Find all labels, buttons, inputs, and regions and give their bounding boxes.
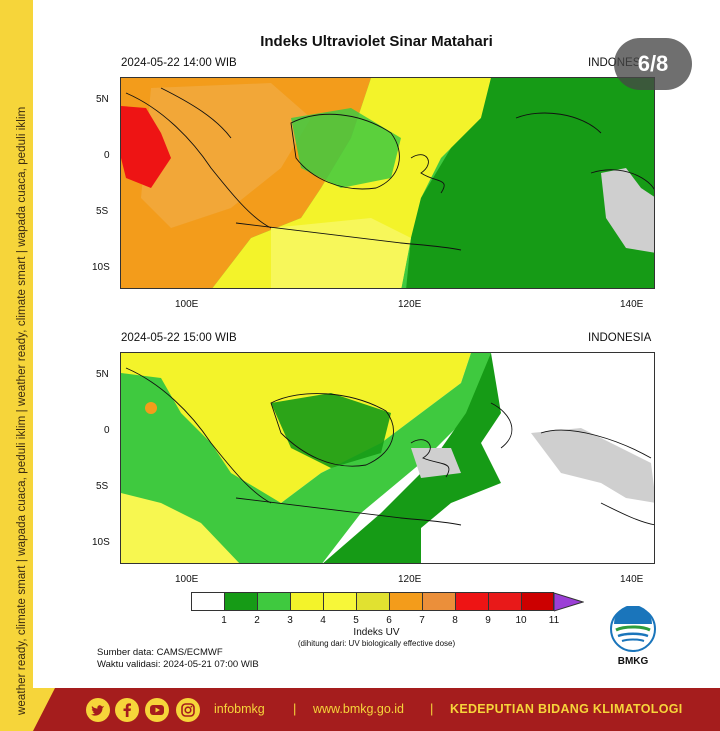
- p1-lon-100e: 100E: [175, 299, 199, 310]
- uv-map-panel-1: [120, 77, 655, 289]
- map2-gray-zone: [531, 428, 654, 503]
- map1-gray-zone: [601, 168, 654, 253]
- p2-lat-10s: 10S: [92, 537, 110, 548]
- bmkg-logo-text: BMKG: [617, 656, 649, 667]
- map2-orange-spot: [145, 402, 157, 414]
- legend-tick-9: 9: [485, 615, 491, 626]
- legend-tick-4: 4: [320, 615, 326, 626]
- page-counter[interactable]: 6/8: [614, 38, 692, 90]
- footer-separator-1: |: [293, 701, 297, 716]
- legend-cell-11: [521, 592, 554, 611]
- legend-cell-8: [422, 592, 455, 611]
- legend-tick-10: 10: [515, 615, 527, 626]
- p1-lon-140e: 140E: [620, 299, 644, 310]
- map1-coastlines: [125, 87, 654, 251]
- legend-cell-10: [488, 592, 521, 611]
- p2-lon-140e: 140E: [620, 574, 644, 585]
- map1-dark-green-zone: [406, 78, 654, 288]
- p1-lat-10s: 10S: [92, 262, 110, 273]
- instagram-icon[interactable]: [176, 698, 200, 722]
- legend-arrow: [554, 592, 584, 612]
- legend-cell-7: [389, 592, 422, 611]
- side-banner-text: weather ready, climate smart | wapada cu…: [16, 106, 28, 715]
- legend-tick-7: 7: [419, 615, 425, 626]
- twitter-icon[interactable]: [86, 698, 110, 722]
- p2-lat-0: 0: [104, 425, 110, 436]
- map1-light-yellow-zone: [271, 218, 411, 288]
- legend-tick-8: 8: [452, 615, 458, 626]
- side-banner: weather ready, climate smart | wapada cu…: [0, 0, 33, 731]
- legend-subtitle: (dihitung dari: UV biologically effectiv…: [297, 639, 456, 648]
- legend-cell-4: [290, 592, 323, 611]
- legend-cell-1: [191, 592, 224, 611]
- uv-map-1-svg: [121, 78, 654, 288]
- map2-coastlines: [125, 367, 654, 526]
- p1-lon-120e: 120E: [398, 299, 422, 310]
- map1-red-zone: [121, 106, 171, 188]
- legend-tick-2: 2: [254, 615, 260, 626]
- p1-lat-5n: 5N: [96, 94, 109, 105]
- p1-lat-0: 0: [104, 150, 110, 161]
- map2-green-zone: [121, 353, 491, 563]
- facebook-icon[interactable]: [115, 698, 139, 722]
- footer-social-handle[interactable]: infobmkg: [214, 702, 265, 716]
- footer-department: KEDEPUTIAN BIDANG KLIMATOLOGI: [450, 702, 683, 716]
- legend-tick-5: 5: [353, 615, 359, 626]
- panel-2-region: INDONESIA: [588, 332, 652, 344]
- panel-1-time: 2024-05-22 14:00 WIB: [121, 57, 237, 69]
- legend-arrow-shape: [554, 592, 584, 612]
- data-source: Sumber data: CAMS/ECMWF: [97, 647, 223, 658]
- youtube-icon[interactable]: [145, 698, 169, 722]
- legend-tick-3: 3: [287, 615, 293, 626]
- uv-legend-bar: [191, 592, 554, 611]
- legend-tick-6: 6: [386, 615, 392, 626]
- map1-light-orange-zone: [141, 83, 311, 228]
- p2-lat-5n: 5N: [96, 369, 109, 380]
- legend-cell-3: [257, 592, 290, 611]
- bmkg-logo-icon: [610, 606, 656, 652]
- legend-cell-6: [356, 592, 389, 611]
- legend-cell-9: [455, 592, 488, 611]
- p2-lon-100e: 100E: [175, 574, 199, 585]
- p1-lat-5s: 5S: [96, 206, 109, 217]
- p2-lon-120e: 120E: [398, 574, 422, 585]
- panel-2-time: 2024-05-22 15:00 WIB: [121, 332, 237, 344]
- map2-dark-green-zone: [323, 353, 501, 563]
- footer-notch: [33, 688, 55, 731]
- map1-borneo-green: [291, 108, 401, 188]
- legend-cell-5: [323, 592, 356, 611]
- footer-website-link[interactable]: www.bmkg.go.id: [313, 702, 405, 716]
- uv-map-2-svg: [121, 353, 654, 563]
- uv-map-panel-2: [120, 352, 655, 564]
- p2-lat-5s: 5S: [96, 481, 109, 492]
- legend-tick-11: 11: [548, 615, 560, 626]
- validity-time: Waktu validasi: 2024-05-21 07:00 WIB: [97, 659, 259, 670]
- legend-cell-2: [224, 592, 257, 611]
- map-title: Indeks Ultraviolet Sinar Matahari: [260, 33, 493, 50]
- legend-tick-1: 1: [221, 615, 227, 626]
- legend-title: Indeks UV: [353, 627, 400, 638]
- footer-separator-2: |: [430, 701, 434, 716]
